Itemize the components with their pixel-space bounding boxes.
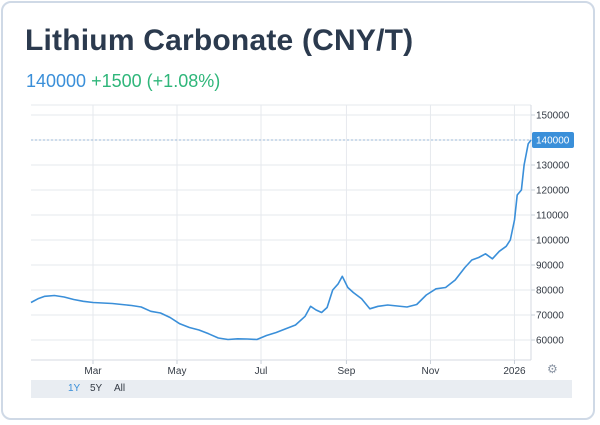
y-tick-label: 60000 [536,336,564,347]
y-tick-label: 70000 [536,311,564,322]
last-value-badge [532,132,574,148]
x-tick-label: Nov [422,366,440,377]
y-tick-label: 110000 [536,211,569,222]
range-button-1y[interactable]: 1Y [68,383,81,394]
y-tick-label: 150000 [536,111,570,122]
y-tick-label: 130000 [536,161,570,172]
x-tick-label: Jul [255,366,268,377]
last-value-label: 140000 [536,136,570,147]
y-tick-label: 120000 [536,186,570,197]
x-tick-label: Sep [338,366,356,377]
price-change: +1500 [91,71,142,91]
series-line [30,139,532,341]
x-tick-label: May [168,366,187,377]
y-tick-label: 100000 [536,236,570,247]
last-price: 140000 [26,71,87,91]
chart-card [1,1,595,420]
price-change-percent: (+1.08%) [146,71,221,91]
range-selector [31,380,572,398]
gear-icon[interactable]: ⚙ [547,362,558,376]
range-button-5y[interactable]: 5Y [90,383,103,394]
axis-labels: 60000 70000 80000 90000 100000 110000 120000 13… [84,111,574,377]
y-tick-label: 90000 [536,261,564,272]
x-tick-label: Mar [84,366,102,377]
quote-line: 140000 +1500 (+1.08%) [26,71,220,92]
page-title: Lithium Carbonate (CNY/T) [25,24,414,57]
grid [31,104,535,364]
x-tick-label: 2026 [503,366,526,377]
range-button-all[interactable]: All [114,383,126,394]
series-layer [30,139,532,341]
y-tick-label: 80000 [536,286,564,297]
